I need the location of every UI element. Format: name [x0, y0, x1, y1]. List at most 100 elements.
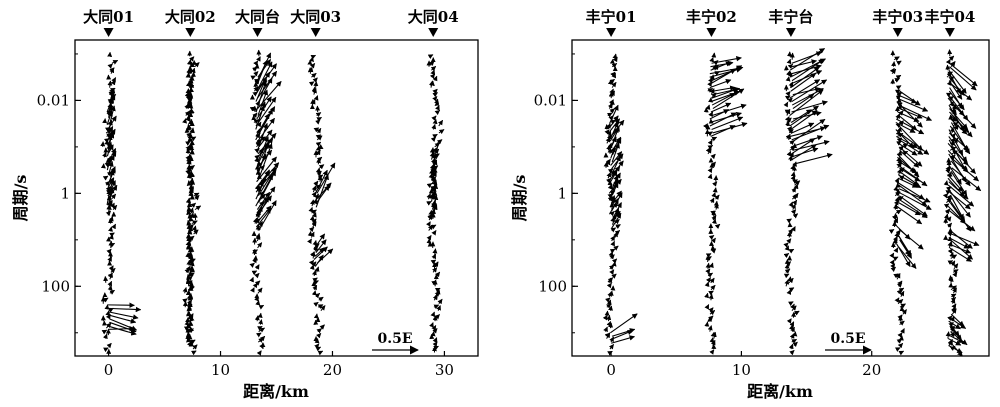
left-station-marker	[103, 28, 114, 37]
right-induction-arrow-large	[950, 331, 968, 346]
right-induction-arrow	[712, 187, 718, 193]
left-induction-arrow-large	[255, 96, 277, 127]
right-scale-label: 0.5E	[830, 331, 865, 347]
right-induction-arrow	[710, 153, 716, 160]
left-induction-arrow-large	[255, 117, 275, 144]
right-induction-arrow	[713, 203, 719, 210]
left-induction-arrow	[313, 313, 319, 319]
right-induction-arrow	[706, 256, 712, 262]
right-induction-arrow	[894, 77, 901, 83]
left-induction-arrow	[310, 54, 317, 60]
right-induction-arrow	[792, 341, 798, 348]
right-induction-arrow-large	[948, 184, 975, 207]
left-induction-arrow	[316, 117, 322, 122]
left-induction-arrow	[438, 119, 444, 127]
right-induction-arrow-large	[709, 109, 730, 120]
right-y-tick-label: 1	[557, 184, 567, 202]
right-induction-arrow	[603, 326, 608, 333]
left-induction-arrow-large	[188, 326, 195, 333]
left-y-tick-label: 1	[60, 184, 70, 202]
left-induction-arrow	[108, 234, 114, 240]
left-induction-arrow-large	[188, 270, 194, 277]
left-induction-arrow	[431, 115, 437, 121]
left-induction-arrow	[256, 56, 261, 62]
right-induction-arrow	[710, 136, 718, 142]
right-induction-arrow	[609, 248, 616, 254]
left-induction-arrow	[106, 248, 112, 255]
right-induction-arrow	[607, 79, 613, 85]
left-induction-arrow	[313, 245, 319, 252]
right-induction-arrow	[790, 171, 796, 177]
left-y-ticks: 0.01 1 100	[37, 53, 81, 334]
right-induction-arrow	[707, 272, 714, 278]
left-induction-arrow	[430, 331, 436, 337]
left-induction-arrow-large	[186, 172, 193, 179]
right-x-ticks: 0 10 20	[606, 351, 881, 379]
left-induction-arrow-large	[256, 191, 271, 210]
right-induction-arrow	[789, 324, 794, 330]
right-induction-arrow	[710, 248, 717, 254]
right-induction-arrow	[611, 258, 618, 264]
right-induction-arrow	[609, 58, 615, 65]
left-induction-arrow	[254, 156, 259, 163]
left-induction-arrow	[107, 285, 113, 291]
right-induction-arrow	[607, 291, 612, 297]
left-induction-arrow	[429, 60, 435, 67]
left-induction-arrow	[312, 87, 317, 95]
right-induction-arrow	[708, 111, 714, 118]
right-induction-arrow-large	[950, 160, 971, 187]
right-induction-arrow	[710, 284, 716, 291]
left-induction-arrow	[429, 73, 436, 79]
left-induction-arrow	[432, 315, 438, 322]
left-induction-arrow-large	[106, 204, 112, 216]
left-induction-arrow-large	[188, 215, 194, 222]
right-induction-arrow	[943, 213, 949, 219]
right-induction-arrow	[951, 150, 958, 156]
left-induction-arrow	[313, 81, 319, 88]
left-induction-arrow	[431, 123, 437, 130]
left-induction-arrow	[315, 134, 322, 140]
right-induction-arrow	[891, 61, 897, 67]
right-induction-arrow-large	[791, 138, 816, 155]
right-induction-arrow-large	[895, 129, 915, 149]
left-induction-arrow	[107, 80, 113, 88]
right-induction-arrow	[704, 281, 710, 288]
left-induction-arrow-large	[429, 168, 435, 178]
right-induction-arrow	[950, 298, 956, 304]
left-induction-arrow-large	[256, 156, 277, 183]
right-induction-arrow	[613, 245, 619, 251]
left-induction-arrow	[313, 280, 319, 285]
left-induction-arrow	[308, 206, 314, 213]
left-induction-arrow	[433, 146, 438, 153]
right-induction-arrow	[789, 321, 795, 327]
left-y-axis-label: 周期/s	[11, 175, 30, 222]
right-induction-arrow-large	[899, 239, 911, 257]
right-station-marker	[892, 28, 903, 37]
right-induction-arrow	[891, 68, 897, 75]
left-induction-arrow	[257, 312, 263, 319]
left-induction-arrow	[312, 277, 318, 283]
right-induction-arrow	[943, 180, 949, 186]
left-induction-arrow	[315, 333, 322, 339]
left-induction-arrow	[425, 221, 431, 227]
left-induction-arrow	[105, 310, 111, 316]
left-induction-arrow	[315, 112, 322, 118]
right-induction-arrow	[896, 289, 902, 295]
right-induction-arrow	[945, 168, 951, 174]
right-induction-arrow-large	[898, 198, 928, 219]
right-induction-arrow	[605, 137, 611, 144]
left-induction-arrow	[189, 207, 194, 214]
right-induction-arrow	[899, 303, 906, 309]
right-induction-arrow-large	[950, 146, 976, 174]
left-induction-arrow	[102, 151, 107, 158]
right-induction-arrow-large	[710, 125, 736, 137]
left-induction-arrow	[316, 135, 323, 141]
right-station-label: 丰宁01	[586, 8, 637, 26]
right-induction-arrow	[788, 248, 795, 254]
right-induction-arrow	[705, 147, 711, 153]
right-induction-arrow-large	[709, 112, 737, 127]
right-y-axis-label: 周期/s	[510, 175, 529, 222]
left-station-marker	[185, 28, 196, 37]
left-induction-arrow	[109, 232, 115, 238]
right-induction-arrow	[953, 263, 959, 270]
